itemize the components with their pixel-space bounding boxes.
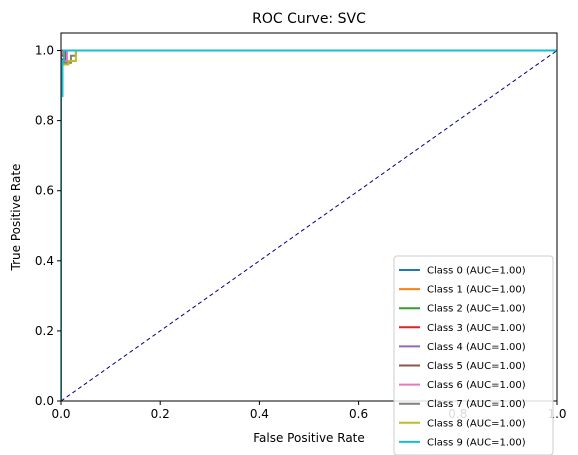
- y-tick-label: 0.6: [35, 184, 54, 198]
- legend-entry: Class 2 (AUC=1.00): [427, 304, 526, 315]
- series-layer: [61, 49, 557, 401]
- y-tick-label: 0.8: [35, 114, 54, 128]
- x-tick-label: 0.6: [349, 407, 368, 421]
- legend-entry: Class 5 (AUC=1.00): [427, 361, 526, 372]
- legend-entry: Class 4 (AUC=1.00): [427, 342, 526, 353]
- x-tick-label: 0.4: [250, 407, 269, 421]
- x-tick-label: 0.2: [151, 407, 170, 421]
- legend-entry: Class 0 (AUC=1.00): [427, 266, 526, 277]
- y-tick-label: 0.4: [35, 254, 54, 268]
- roc-series-class-9: [61, 49, 557, 401]
- reference-line-layer: [60, 50, 558, 402]
- legend-entry: Class 1 (AUC=1.00): [427, 285, 526, 296]
- y-axis-label: True Positive Rate: [9, 164, 23, 272]
- y-tick-label: 1.0: [35, 44, 54, 58]
- y-axis: 0.0 0.2 0.4 0.6 0.8 1.0: [35, 44, 61, 408]
- legend-entry: Class 7 (AUC=1.00): [427, 399, 526, 410]
- chance-diagonal-line: [60, 50, 558, 402]
- legend: Class 0 (AUC=1.00) Class 1 (AUC=1.00) Clas…: [393, 255, 554, 455]
- plot-frame: [60, 32, 558, 402]
- legend-entry: Class 6 (AUC=1.00): [427, 380, 526, 391]
- legend-entry: Class 8 (AUC=1.00): [427, 418, 526, 429]
- y-tick-label: 0.0: [35, 394, 54, 408]
- chart-title: ROC Curve: SVC: [252, 11, 366, 27]
- x-tick-label: 0.0: [51, 407, 70, 421]
- legend-entry: Class 3 (AUC=1.00): [427, 323, 526, 334]
- plot-area: [60, 32, 558, 402]
- y-tick-label: 0.2: [35, 324, 54, 338]
- legend-entry: Class 9 (AUC=1.00): [427, 437, 526, 448]
- legend-box: [393, 255, 554, 455]
- x-axis-label: False Positive Rate: [253, 431, 365, 445]
